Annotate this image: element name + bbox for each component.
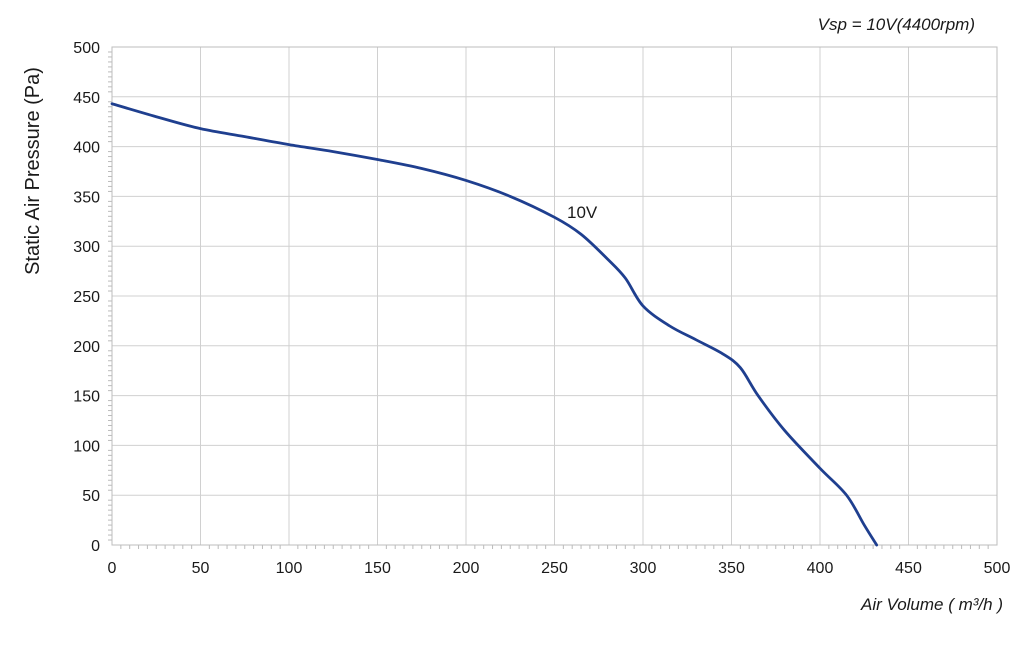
x-tick-label: 200 — [453, 560, 480, 577]
x-tick-label: 150 — [364, 560, 391, 577]
x-tick-label: 400 — [807, 560, 834, 577]
plot-frame — [111, 46, 998, 546]
series-group — [110, 102, 879, 547]
series-line-10v — [110, 102, 879, 547]
grid — [111, 46, 998, 546]
x-axis-title: Air Volume ( m³/h ) — [860, 595, 1003, 614]
minor-ticks — [108, 51, 989, 549]
y-tick-label: 400 — [73, 140, 100, 157]
x-tick-label: 500 — [984, 560, 1011, 577]
y-axis-title: Static Air Pressure (Pa) — [22, 67, 44, 275]
y-tick-label: 150 — [73, 389, 100, 406]
x-tick-label: 100 — [276, 560, 303, 577]
y-tick-label: 300 — [73, 239, 100, 256]
y-tick-labels: 0 50 100 150 200 250 300 350 400 450 500 — [73, 40, 100, 555]
y-tick-label: 500 — [73, 40, 100, 57]
condition-note: Vsp = 10V(4400rpm) — [818, 15, 975, 34]
x-tick-label: 350 — [718, 560, 745, 577]
y-tick-label: 0 — [91, 538, 100, 555]
y-tick-label: 200 — [73, 339, 100, 356]
plot-border — [111, 46, 998, 546]
y-tick-label: 450 — [73, 90, 100, 107]
x-tick-label: 0 — [108, 560, 117, 577]
x-tick-label: 250 — [541, 560, 568, 577]
x-tick-label: 450 — [895, 560, 922, 577]
y-tick-label: 350 — [73, 189, 100, 206]
series-label-10v: 10V — [567, 203, 598, 222]
y-tick-label: 100 — [73, 438, 100, 455]
x-tick-label: 300 — [630, 560, 657, 577]
x-tick-labels: 0 50 100 150 200 250 300 350 400 450 500 — [108, 560, 1011, 577]
y-tick-label: 50 — [82, 488, 100, 505]
y-tick-label: 250 — [73, 289, 100, 306]
x-tick-label: 50 — [192, 560, 210, 577]
